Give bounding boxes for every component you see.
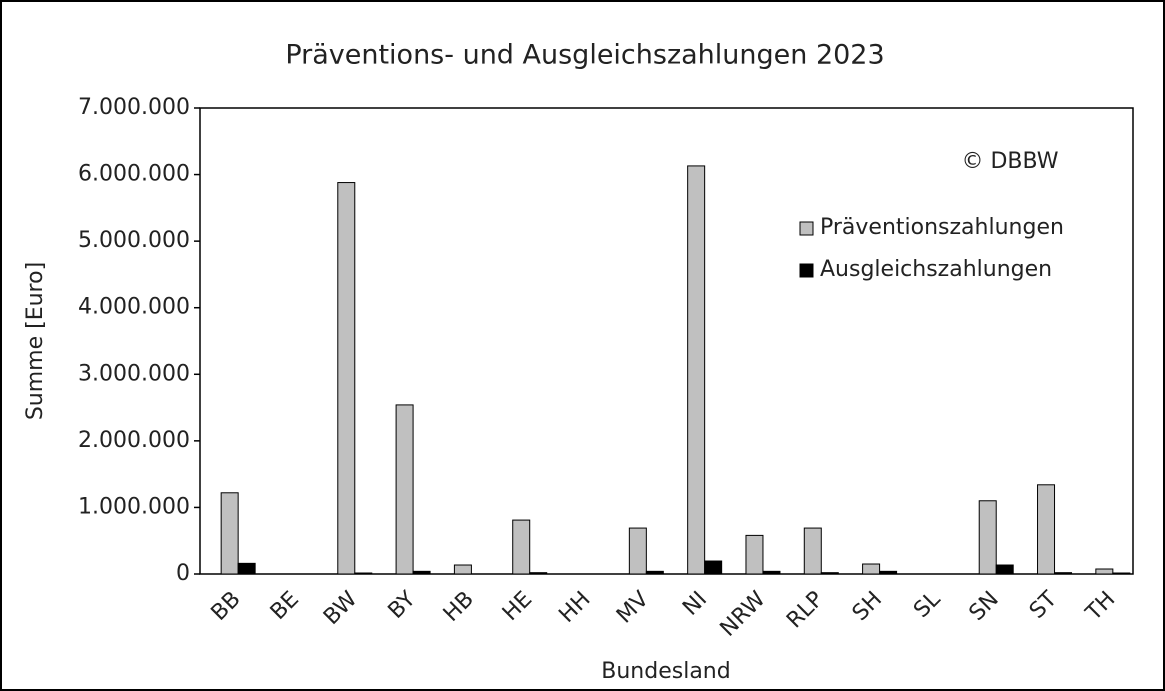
bar bbox=[453, 564, 472, 575]
y-tick-label: 5.000.000 bbox=[78, 228, 190, 253]
bar bbox=[1037, 484, 1056, 575]
y-tick-label: 6.000.000 bbox=[78, 162, 190, 187]
bar bbox=[395, 404, 414, 575]
y-tick-label: 1.000.000 bbox=[78, 494, 190, 519]
bar bbox=[220, 492, 239, 575]
bar bbox=[337, 182, 356, 575]
y-tick-label: 7.000.000 bbox=[78, 95, 190, 120]
y-tick-label: 2.000.000 bbox=[78, 428, 190, 453]
plot-area bbox=[199, 107, 1134, 575]
bar bbox=[354, 572, 373, 575]
annotation: © DBBW bbox=[961, 149, 1058, 174]
bar bbox=[628, 527, 647, 575]
bar bbox=[978, 500, 997, 575]
bar bbox=[412, 570, 431, 575]
bar bbox=[512, 519, 531, 575]
y-tick-label: 0 bbox=[176, 561, 190, 586]
y-tick-label: 4.000.000 bbox=[78, 295, 190, 320]
bar bbox=[995, 564, 1014, 575]
y-tick-label: 3.000.000 bbox=[78, 361, 190, 386]
x-axis-label: Bundesland bbox=[601, 659, 730, 684]
bar bbox=[862, 563, 881, 575]
bar bbox=[1112, 572, 1131, 575]
legend-label: Präventionszahlungen bbox=[820, 215, 1064, 240]
bar bbox=[745, 534, 764, 575]
y-axis-label: Summe [Euro] bbox=[23, 262, 48, 420]
legend-swatch bbox=[799, 263, 814, 278]
bar bbox=[803, 527, 822, 575]
bar bbox=[704, 560, 723, 575]
bar bbox=[687, 165, 706, 575]
bar bbox=[237, 562, 256, 575]
bar bbox=[879, 570, 898, 575]
chart-title: Präventions- und Ausgleichszahlungen 202… bbox=[285, 40, 884, 71]
bar bbox=[645, 570, 664, 575]
legend-label: Ausgleichszahlungen bbox=[820, 257, 1052, 282]
bar bbox=[529, 572, 548, 575]
bar bbox=[762, 570, 781, 575]
legend-swatch bbox=[799, 221, 814, 236]
bar bbox=[820, 572, 839, 575]
bar bbox=[1095, 568, 1114, 575]
bar bbox=[1054, 572, 1073, 575]
